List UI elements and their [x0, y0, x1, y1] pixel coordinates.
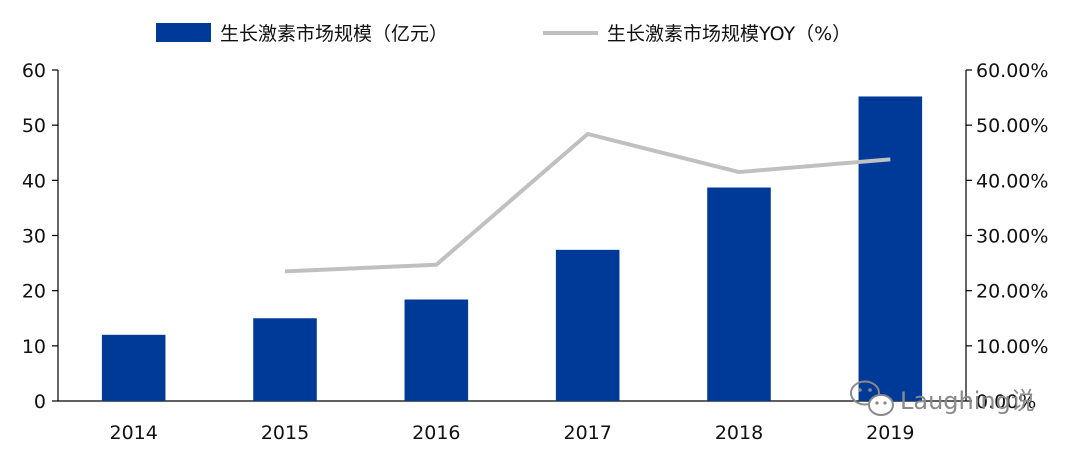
legend-label-bar: 生长激素市场规模（亿元）	[220, 23, 448, 45]
right-tick-label: 20.00%	[976, 281, 1048, 303]
right-tick-label: 50.00%	[976, 115, 1048, 137]
left-tick-label: 0	[34, 391, 46, 413]
x-tick-label: 2014	[109, 422, 157, 444]
right-tick-label: 10.00%	[976, 336, 1048, 358]
wechat-icon	[850, 380, 894, 416]
x-tick-label: 2019	[866, 422, 914, 444]
right-tick-label: 0.00%	[976, 391, 1036, 413]
axes	[57, 70, 967, 402]
bar-2019	[858, 96, 923, 401]
x-axis-ticks: 2014 2015 2016 2017 2018 2019	[109, 422, 914, 444]
x-tick-label: 2016	[412, 422, 460, 444]
bar-2018	[707, 187, 771, 401]
bar-2014	[101, 334, 166, 401]
watermark: Laughing说	[850, 380, 1035, 416]
line-series	[284, 131, 891, 274]
bar-series	[101, 96, 923, 401]
left-tick-label: 40	[22, 170, 46, 192]
left-axis-ticks: 0 10 20 30 40 50 60	[22, 60, 58, 413]
left-tick-label: 50	[22, 115, 46, 137]
legend-label-line: 生长激素市场规模YOY（%）	[607, 23, 851, 45]
left-tick-label: 60	[22, 60, 46, 82]
watermark-text: Laughing说	[900, 387, 1035, 415]
left-tick-label: 20	[22, 281, 46, 303]
right-tick-label: 30.00%	[976, 226, 1048, 248]
x-tick-label: 2018	[715, 422, 763, 444]
right-tick-label: 60.00%	[976, 60, 1048, 82]
bar-2017	[555, 249, 620, 401]
bar-2015	[253, 318, 317, 401]
bar-2016	[404, 299, 469, 401]
left-tick-label: 10	[22, 336, 46, 358]
legend: 生长激素市场规模（亿元） 生长激素市场规模YOY（%）	[156, 23, 851, 45]
left-tick-label: 30	[22, 226, 46, 248]
right-tick-label: 40.00%	[976, 170, 1048, 192]
x-tick-label: 2015	[261, 422, 309, 444]
x-tick-label: 2017	[563, 422, 611, 444]
yoy-line	[284, 131, 891, 274]
legend-swatch-bar	[156, 23, 211, 42]
right-axis-ticks: 0.00% 10.00% 20.00% 30.00% 40.00% 50.00% 60.00…	[966, 60, 1048, 413]
